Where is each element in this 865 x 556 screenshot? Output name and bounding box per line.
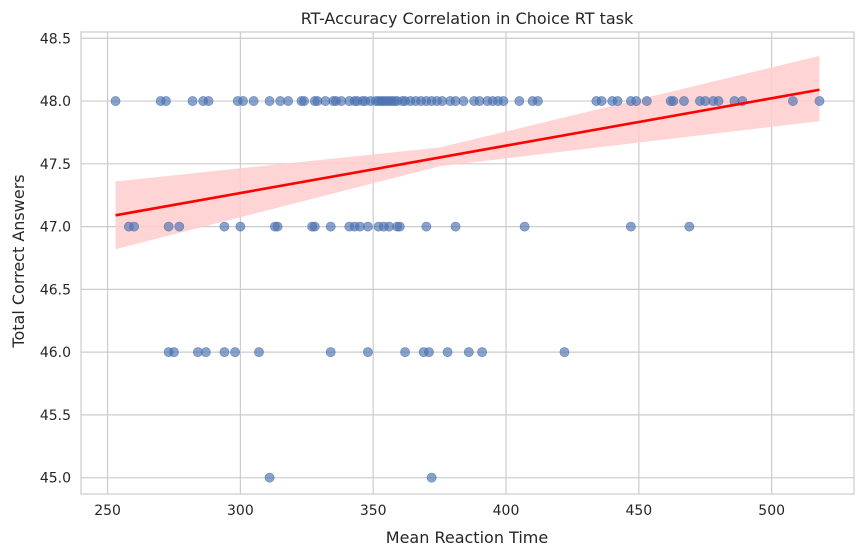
x-tick-label: 450	[625, 503, 652, 519]
y-tick-label: 48.5	[40, 31, 71, 47]
data-point	[219, 221, 230, 232]
y-tick-label: 46.5	[40, 282, 71, 298]
data-point	[325, 221, 336, 232]
data-point	[169, 347, 179, 358]
y-tick-label: 46.0	[40, 345, 71, 361]
plot-frame	[80, 31, 855, 495]
regression-line-layer	[115, 88, 820, 217]
data-point	[424, 347, 434, 358]
data-point	[788, 96, 798, 106]
data-point	[238, 96, 248, 106]
data-point	[532, 96, 543, 106]
data-point	[272, 221, 283, 232]
data-point	[596, 96, 607, 106]
data-point	[264, 96, 275, 106]
x-tick-label: 350	[360, 503, 387, 519]
x-tick-label: 500	[758, 503, 785, 519]
data-point	[163, 221, 174, 232]
data-point	[679, 96, 689, 106]
data-point	[426, 472, 437, 483]
data-point	[219, 347, 230, 358]
data-point	[514, 96, 525, 106]
data-point	[684, 221, 695, 232]
data-point	[254, 347, 264, 358]
x-tick-labels: 250 300 350 400 450 500	[94, 503, 785, 519]
data-point	[641, 96, 652, 106]
data-point	[713, 96, 724, 106]
data-point	[248, 96, 259, 106]
data-point	[309, 221, 320, 232]
x-tick-label: 300	[227, 503, 254, 519]
data-point	[325, 347, 336, 358]
y-tick-labels: 45.0 45.5 46.0 46.5 47.0 47.5 48.0 48.5	[40, 31, 71, 486]
data-point	[230, 347, 240, 358]
data-point	[129, 221, 140, 232]
data-point	[668, 96, 679, 106]
data-point	[161, 96, 171, 106]
data-point	[200, 347, 211, 358]
x-tick-label: 400	[493, 503, 520, 519]
data-point	[110, 96, 121, 106]
data-point	[477, 347, 488, 358]
data-point	[450, 221, 461, 232]
data-point	[458, 96, 469, 106]
y-tick-label: 45.0	[40, 471, 71, 487]
data-point	[203, 96, 214, 106]
data-point	[631, 96, 642, 106]
data-point	[498, 96, 509, 106]
data-point	[421, 221, 432, 232]
y-tick-label: 47.5	[40, 157, 71, 173]
data-point	[814, 96, 825, 106]
data-point	[187, 96, 198, 106]
data-point	[362, 347, 373, 358]
data-point	[612, 96, 623, 106]
chart-title: RT-Accuracy Correlation in Choice RT tas…	[301, 9, 634, 28]
data-point	[174, 221, 185, 232]
data-point	[400, 347, 410, 358]
data-point	[299, 96, 310, 106]
y-tick-label: 48.0	[40, 94, 71, 110]
data-point	[559, 347, 570, 358]
data-point	[235, 221, 246, 232]
data-point	[463, 347, 474, 358]
data-point	[362, 221, 373, 232]
regression-line	[115, 88, 820, 217]
data-point	[283, 96, 294, 106]
data-point	[442, 347, 453, 358]
y-axis-label: Total Correct Answers	[9, 174, 28, 348]
data-point	[625, 221, 636, 232]
x-tick-label: 250	[94, 503, 121, 519]
data-point	[264, 472, 275, 483]
data-point	[519, 221, 530, 232]
y-tick-label: 45.5	[40, 408, 71, 424]
x-axis-label: Mean Reaction Time	[386, 528, 548, 547]
data-point	[394, 221, 405, 232]
data-points-layer	[110, 96, 825, 483]
y-tick-label: 47.0	[40, 220, 71, 236]
